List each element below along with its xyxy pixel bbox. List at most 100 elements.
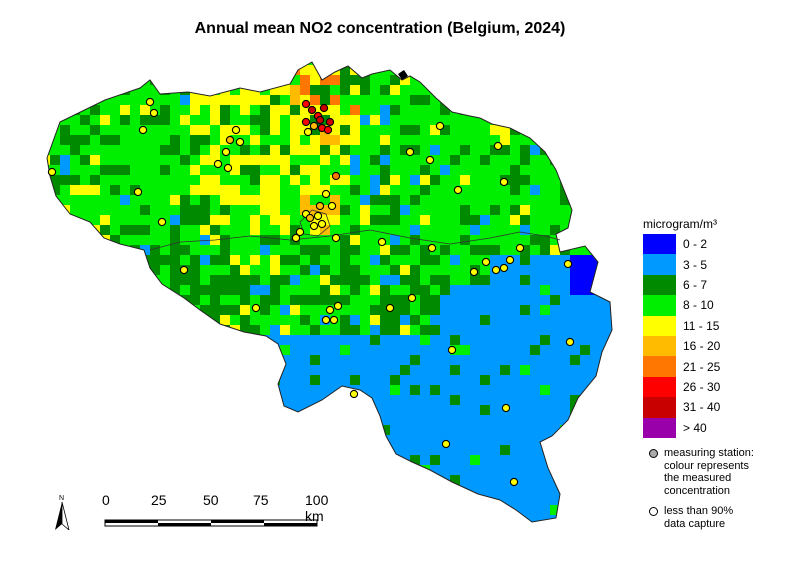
station-note-line: the measured [664, 472, 732, 484]
legend-item: 3 - 5 [643, 254, 793, 275]
north-arrow-label: N [59, 495, 64, 502]
capture-note-line: data capture [664, 517, 726, 530]
legend-swatch [643, 376, 676, 398]
measuring-station-marker [319, 103, 329, 113]
legend-swatch [643, 315, 676, 336]
measuring-station-marker [349, 389, 359, 399]
scale-label: 50 [203, 492, 219, 508]
measuring-station-marker [223, 163, 233, 173]
legend-item: 8 - 10 [643, 295, 793, 316]
measuring-station-marker [305, 213, 315, 223]
measuring-station-marker [251, 303, 261, 313]
legend-label: 31 - 40 [683, 400, 721, 415]
measuring-station-marker [501, 403, 511, 413]
legend-swatch [643, 397, 676, 418]
measuring-station-marker [385, 303, 395, 313]
legend-item: 11 - 15 [643, 315, 793, 336]
legend-swatch [643, 417, 676, 438]
measuring-station-marker [309, 221, 319, 231]
legend-item: > 40 [643, 417, 793, 438]
station-note-line: concentration [664, 484, 731, 497]
scale-label: 0 [102, 492, 110, 508]
measuring-station-marker [235, 137, 245, 147]
legend-label: 0 - 2 [683, 237, 708, 252]
measuring-station-marker [295, 227, 305, 237]
measuring-station-marker [407, 293, 417, 303]
scale-label: 75 [253, 492, 269, 508]
measuring-station-marker [321, 189, 331, 199]
measuring-station-marker [515, 243, 525, 253]
capture-note-line: less than 90% [664, 505, 734, 517]
legend-label: 6 - 7 [683, 277, 708, 292]
legend-swatch [643, 356, 676, 377]
legend-label: > 40 [683, 420, 707, 435]
station-note-line: measuring station: [664, 447, 754, 459]
measuring-station-marker [425, 155, 435, 165]
measuring-station-marker [301, 117, 311, 127]
measuring-station-marker [313, 211, 323, 221]
measuring-station-marker [213, 159, 223, 169]
map-title: Annual mean NO2 concentration (Belgium, … [194, 20, 566, 37]
legend-swatch [643, 274, 676, 296]
legend-label: 21 - 25 [683, 359, 721, 374]
measuring-station-marker [481, 257, 491, 267]
measuring-station-marker [453, 185, 463, 195]
brussels-border [299, 209, 331, 237]
measuring-station-marker [331, 233, 341, 243]
capture-note: less than 90% data capture [649, 505, 733, 530]
measuring-station-marker [47, 167, 57, 177]
legend-swatch [643, 295, 676, 316]
measuring-station-marker [315, 115, 325, 125]
measuring-station-marker [427, 243, 437, 253]
measuring-station-marker [325, 117, 335, 127]
measuring-station-marker [301, 99, 311, 109]
legend-item: 16 - 20 [643, 335, 793, 357]
measuring-station-marker [405, 147, 415, 157]
measuring-station-marker [491, 265, 501, 275]
measuring-station-marker [447, 345, 457, 355]
legend: microgram/m³ 0 - 2 3 - 5 6 - 7 8 - 10 11 - 1… [643, 217, 793, 438]
region-border [149, 229, 561, 251]
measuring-station-marker [317, 219, 327, 229]
measuring-station-marker [377, 237, 387, 247]
measuring-station-marker [469, 267, 479, 277]
measuring-station-marker [315, 201, 325, 211]
measuring-station-marker [145, 97, 155, 107]
legend-item: 21 - 25 [643, 356, 793, 377]
low-capture-symbol-icon [649, 507, 658, 516]
legend-swatch [643, 335, 676, 357]
measuring-station-marker [179, 265, 189, 275]
station-symbol-icon [649, 449, 658, 458]
measuring-station-marker [499, 177, 509, 187]
measuring-station-marker [499, 263, 509, 273]
legend-swatch [643, 234, 676, 255]
measuring-station-marker [509, 477, 519, 487]
measuring-station-marker [138, 125, 148, 135]
measuring-station-marker [221, 147, 231, 157]
legend-label: 16 - 20 [683, 339, 721, 354]
measuring-station-marker [333, 301, 343, 311]
exclave-baarle [398, 70, 408, 80]
measuring-station-marker [327, 201, 337, 211]
station-note-line: colour represents [664, 459, 749, 472]
measuring-station-marker [325, 305, 335, 315]
legend-label: 11 - 15 [683, 318, 720, 333]
measuring-station-marker [563, 259, 573, 269]
measuring-station-marker [291, 233, 301, 243]
measuring-station-marker [231, 125, 241, 135]
measuring-station-marker [435, 121, 445, 131]
legend-item: 6 - 7 [643, 274, 793, 296]
north-arrow-icon: N [55, 495, 70, 530]
legend-label: 8 - 10 [683, 298, 714, 313]
legend-label: 26 - 30 [683, 379, 721, 394]
measuring-station-marker [329, 315, 339, 325]
station-note: measuring station: colour represents the… [649, 447, 754, 497]
measuring-station-marker [225, 135, 235, 145]
measuring-station-marker [157, 217, 167, 227]
measuring-station-marker [133, 187, 143, 197]
measuring-station-marker [493, 141, 503, 151]
legend-item: 0 - 2 [643, 234, 793, 255]
measuring-station-marker [321, 315, 331, 325]
scale-label: 100 km [305, 492, 329, 524]
legend-item: 26 - 30 [643, 376, 793, 398]
